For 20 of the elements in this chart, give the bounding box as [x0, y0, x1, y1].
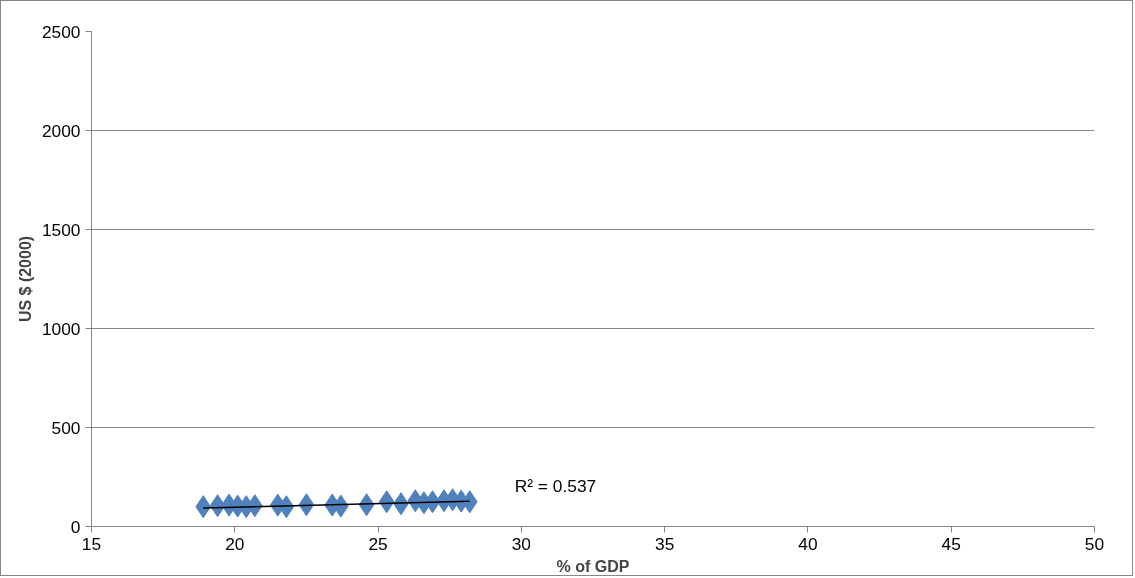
- x-tick-label: 35: [655, 533, 675, 554]
- annotation: R² = 0.537: [514, 476, 597, 497]
- y-axis-title: US $ (2000): [16, 235, 34, 323]
- x-tick-label: 40: [798, 533, 818, 554]
- x-tick-label: 50: [1084, 533, 1105, 554]
- point: [378, 490, 395, 514]
- y-tick-label: 2500: [41, 21, 81, 42]
- y-tick-label: 0: [70, 516, 81, 537]
- point: [195, 495, 212, 519]
- y-tick-label: 500: [51, 417, 81, 438]
- y-tick-label: 1500: [41, 219, 81, 240]
- x-tick-label: 45: [941, 533, 961, 554]
- x-tick-label: 15: [81, 533, 102, 554]
- y-tick-label: 2000: [41, 120, 81, 141]
- y-tick-label: 1000: [41, 318, 81, 339]
- x-tick-label: 20: [225, 533, 245, 554]
- x-axis-title: % of GDP: [556, 557, 630, 575]
- x-tick-label: 30: [511, 533, 531, 554]
- point: [298, 493, 315, 517]
- x-tick-label: 25: [368, 533, 388, 554]
